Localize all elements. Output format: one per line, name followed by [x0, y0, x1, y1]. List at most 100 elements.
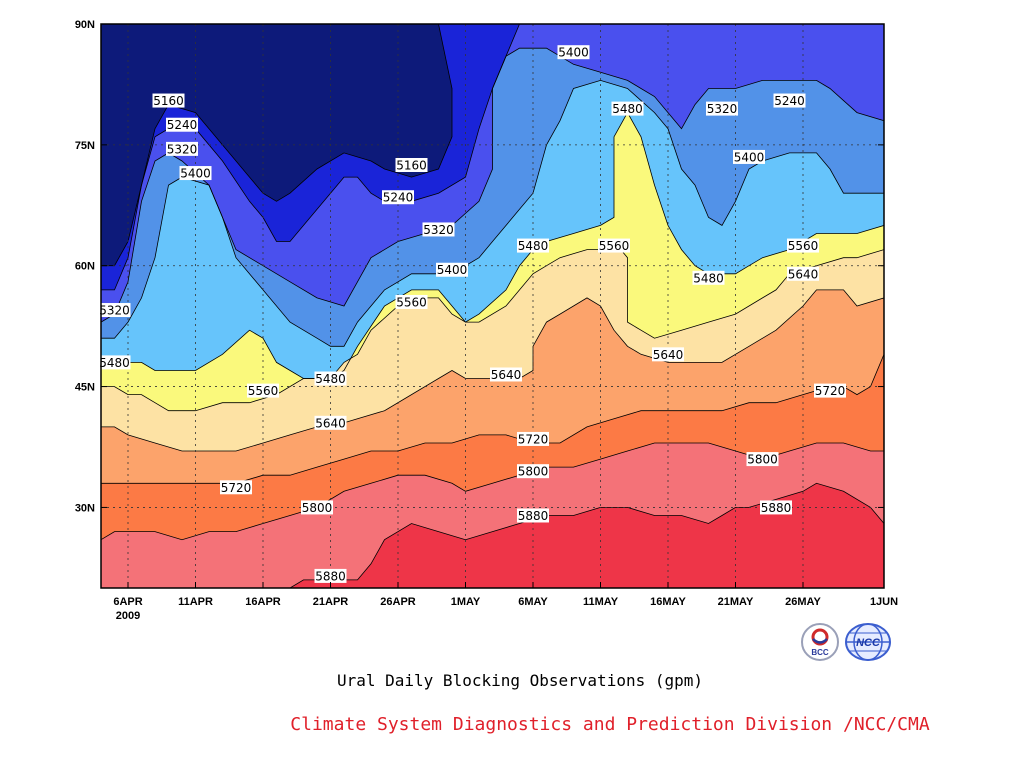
contour-label-layer: 5160 5160 5240 5240 5240 5320 5320 5320 5320 5400… — [98, 45, 846, 583]
contour-label-text: 5160 — [153, 94, 184, 108]
contour-label-text: 5240 — [774, 94, 805, 108]
contour-label: 5560 — [247, 383, 279, 398]
contour-label: 5320 — [422, 222, 455, 237]
contour-label-text: 5720 — [815, 384, 846, 398]
contour-label: 5480 — [692, 270, 725, 285]
ncc-logo-icon: NCC — [845, 623, 891, 661]
contour-label-bg — [436, 262, 468, 277]
contour-label-text: 5320 — [707, 102, 738, 116]
contour-label-bg — [760, 500, 792, 515]
contour-label-text: 5320 — [167, 142, 198, 156]
contour-label-bg — [422, 222, 455, 237]
contour-label-bg — [652, 347, 684, 362]
y-tick-label: 90N — [75, 19, 95, 31]
contour-label-bg — [517, 508, 549, 523]
contour-label-bg — [220, 480, 252, 495]
contour-label-bg — [517, 238, 549, 253]
contour-label-text: 5640 — [788, 267, 819, 281]
contour-label: 5240 — [773, 93, 806, 108]
chart-caption: Ural Daily Blocking Observations (gpm) — [336, 671, 704, 690]
contour-label-bg — [787, 238, 819, 253]
contour-label: 5320 — [98, 303, 131, 318]
contour-label-text: 5400 — [180, 167, 211, 181]
x-tick-label: 11MAY — [583, 596, 619, 608]
x-tick-label: 1MAY — [451, 596, 481, 608]
contour-label-text: 5800 — [518, 465, 549, 479]
contour-label: 5560 — [598, 238, 630, 253]
contour-label: 5560 — [787, 238, 819, 253]
y-tick-label: 60N — [75, 261, 95, 273]
contour-label-text: 5480 — [518, 239, 549, 253]
contour-label-bg — [733, 149, 765, 164]
x-tick-label: 6APR — [113, 596, 142, 608]
contour-label: 5800 — [746, 452, 779, 467]
contour-label-bg — [746, 452, 779, 467]
contour-label: 5320 — [706, 101, 738, 116]
y-tick-label: 45N — [75, 382, 95, 394]
contour-label-bg — [314, 415, 347, 430]
contour-label: 5480 — [98, 355, 131, 370]
x-tick-label: 26MAY — [785, 596, 821, 608]
contour-label-bg — [152, 93, 185, 108]
x-axis: 6APR 2009 11APR 16APR 21APR 26APR 1MAY 6MAY 11MA… — [113, 582, 898, 622]
contour-label: 5880 — [517, 508, 549, 523]
contour-label-text: 5160 — [396, 159, 427, 173]
contour-label-bg — [395, 158, 428, 172]
contour-label-text: 5400 — [558, 46, 589, 60]
contour-label-text: 5480 — [315, 372, 346, 386]
y-tick-label: 30N — [75, 502, 95, 514]
contour-line-5640 — [101, 289, 884, 452]
contour-line-5720 — [101, 354, 884, 484]
contour-label-bg — [98, 303, 131, 318]
contour-label-text: 5400 — [734, 150, 765, 164]
contour-label-bg — [598, 238, 630, 253]
contour-label-bg — [773, 93, 806, 108]
contour-label: 5160 — [152, 93, 185, 108]
contour-label-text: 5640 — [491, 368, 522, 382]
contour-label: 5720 — [814, 383, 846, 398]
y-tick-label: 75N — [75, 140, 95, 152]
contour-label-bg — [490, 367, 522, 382]
contour-line-5240 — [101, 24, 520, 291]
contour-label-bg — [611, 101, 644, 116]
contour-label: 5240 — [382, 190, 414, 205]
contour-label: 5480 — [314, 371, 347, 386]
contour-label-text: 5640 — [653, 348, 684, 362]
contour-label-bg — [166, 141, 198, 156]
contour-label-bg — [166, 117, 198, 132]
contour-label: 5400 — [436, 262, 468, 277]
bcc-logo-icon: BCC — [801, 623, 839, 661]
contour-label-bg — [247, 383, 279, 398]
contour-label: 5720 — [220, 480, 252, 495]
contour-label-text: 5320 — [99, 304, 130, 318]
contour-label: 5400 — [733, 149, 765, 164]
contour-label-bg — [706, 101, 738, 116]
x-tick-sublabel: 2009 — [116, 610, 140, 622]
x-tick-label: 11APR — [178, 596, 213, 608]
contour-label-bg — [314, 568, 347, 583]
contour-label-bg — [301, 500, 333, 515]
contour-label: 5640 — [490, 367, 522, 382]
contour-label: 5720 — [517, 431, 549, 446]
contour-label-text: 5240 — [167, 118, 198, 132]
contour-label-text: 5400 — [437, 263, 468, 277]
contour-label: 5400 — [179, 166, 212, 181]
x-tick-label: 6MAY — [518, 596, 548, 608]
x-tick-label: 26APR — [380, 596, 416, 608]
contour-label: 5640 — [652, 347, 684, 362]
contour-label: 5640 — [787, 266, 819, 281]
contour-label-bg — [517, 431, 549, 446]
contour-label-text: 5880 — [761, 501, 792, 515]
contour-label: 5640 — [314, 415, 347, 430]
contour-label-text: 5240 — [383, 191, 414, 205]
contour-label-text: 5880 — [315, 569, 346, 583]
contour-label-bg — [179, 166, 212, 181]
x-tick-label: 1JUN — [870, 596, 898, 608]
contour-label-text: 5720 — [518, 432, 549, 446]
contour-label-bg — [98, 355, 131, 370]
bcc-logo-text: BCC — [811, 648, 829, 657]
contour-label-bg — [814, 383, 846, 398]
contour-label: 5160 — [395, 158, 428, 173]
y-axis: 30N 45N 60N 75N 90N — [75, 19, 884, 514]
contour-label-bg — [314, 371, 347, 386]
